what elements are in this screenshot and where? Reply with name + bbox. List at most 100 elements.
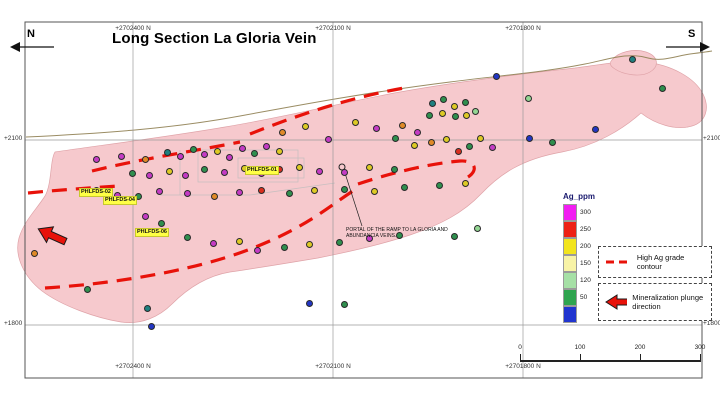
sample-point — [414, 129, 421, 136]
sample-point — [221, 169, 228, 176]
sample-point — [251, 150, 258, 157]
ag-legend-entry: 150 — [563, 255, 595, 272]
sample-point — [439, 110, 446, 117]
sample-point — [366, 164, 373, 171]
sample-point — [391, 166, 398, 173]
elevation-label-left: +1800 — [4, 320, 23, 327]
sample-point — [466, 143, 473, 150]
sample-point — [142, 156, 149, 163]
sample-point — [440, 96, 447, 103]
sample-point — [316, 168, 323, 175]
sample-point — [239, 145, 246, 152]
sample-point — [462, 99, 469, 106]
portal-leader-line — [343, 169, 363, 227]
grid-label-bottom: +2701800 N — [505, 363, 541, 370]
sample-point — [429, 100, 436, 107]
sample-point — [201, 166, 208, 173]
sample-point — [452, 113, 459, 120]
scalebar-tick — [700, 354, 701, 361]
sample-point — [296, 164, 303, 171]
sample-point — [184, 190, 191, 197]
sample-point — [118, 153, 125, 160]
scalebar-tick — [580, 354, 581, 361]
sample-point — [236, 238, 243, 245]
sample-point — [311, 187, 318, 194]
plunge-legend-label: Mineralization plunge direction — [632, 293, 704, 311]
scalebar: 0 100 200 300 — [518, 344, 705, 368]
sample-point — [190, 146, 197, 153]
sample-point — [373, 125, 380, 132]
sample-point — [306, 300, 313, 307]
sample-point — [411, 142, 418, 149]
page-title: Long Section La Gloria Vein — [112, 30, 317, 47]
grid-label-bottom: +2702400 N — [115, 363, 151, 370]
south-label: S — [688, 28, 696, 40]
scalebar-number: 300 — [694, 344, 706, 351]
sample-point — [525, 95, 532, 102]
sample-point — [474, 225, 481, 232]
sample-point — [236, 189, 243, 196]
sample-point — [302, 123, 309, 130]
sample-point — [455, 148, 462, 155]
scalebar-line — [520, 360, 701, 362]
sample-point — [592, 126, 599, 133]
elevation-label-right: +2100 — [703, 135, 720, 142]
ag-legend-swatch — [563, 272, 577, 289]
sample-point — [443, 136, 450, 143]
sample-point — [210, 240, 217, 247]
sample-point — [226, 154, 233, 161]
south-arrow-head — [700, 42, 710, 52]
ag-legend-label: 50 — [580, 294, 588, 301]
sample-point — [426, 112, 433, 119]
sample-point — [184, 234, 191, 241]
ag-legend: Ag_ppm 300 250 200 150 120 50 — [563, 192, 595, 323]
sample-point — [526, 135, 533, 142]
sample-point — [258, 187, 265, 194]
sample-point — [451, 103, 458, 110]
portal-annotation: PORTAL OF THE RAMP TO LA GLORIA AND ABUN… — [346, 227, 448, 239]
sample-point — [489, 144, 496, 151]
sample-point — [493, 73, 500, 80]
grid-label-top: +2702100 N — [315, 25, 351, 32]
sample-point — [214, 148, 221, 155]
sample-point — [279, 129, 286, 136]
high-grade-contour — [249, 85, 411, 136]
ag-legend-swatch — [563, 221, 577, 238]
ag-legend-entry — [563, 306, 595, 323]
vein-outline-shape — [17, 61, 707, 323]
topography-line — [25, 50, 713, 138]
ag-legend-swatch — [563, 255, 577, 272]
sample-point — [341, 301, 348, 308]
sample-point — [129, 170, 136, 177]
ag-legend-label: 150 — [580, 260, 591, 267]
sample-point — [392, 135, 399, 142]
scalebar-number: 0 — [518, 344, 522, 351]
scalebar-tick — [640, 354, 641, 361]
ag-legend-label: 120 — [580, 277, 591, 284]
sample-point — [396, 232, 403, 239]
contour-legend-label: High Ag grade contour — [636, 253, 685, 271]
sample-point — [164, 149, 171, 156]
sample-point — [462, 180, 469, 187]
north-arrow-head — [10, 42, 20, 52]
workings-outline — [237, 157, 305, 179]
map-frame — [24, 21, 703, 379]
sample-point — [659, 85, 666, 92]
contour-legend-box: High Ag grade contour — [598, 246, 712, 278]
sample-point — [286, 190, 293, 197]
sample-point — [166, 168, 173, 175]
high-grade-contour — [44, 187, 357, 290]
sample-point — [156, 188, 163, 195]
ag-legend-swatch — [563, 204, 577, 221]
sample-point — [31, 250, 38, 257]
sample-point — [366, 235, 373, 242]
ag-legend-entry: 300 — [563, 204, 595, 221]
ag-legend-entry: 200 — [563, 238, 595, 255]
sample-point — [629, 56, 636, 63]
sample-point — [142, 213, 149, 220]
scalebar-number: 200 — [634, 344, 646, 351]
elevation-label-right: +1800 — [703, 320, 720, 327]
sample-point — [211, 193, 218, 200]
